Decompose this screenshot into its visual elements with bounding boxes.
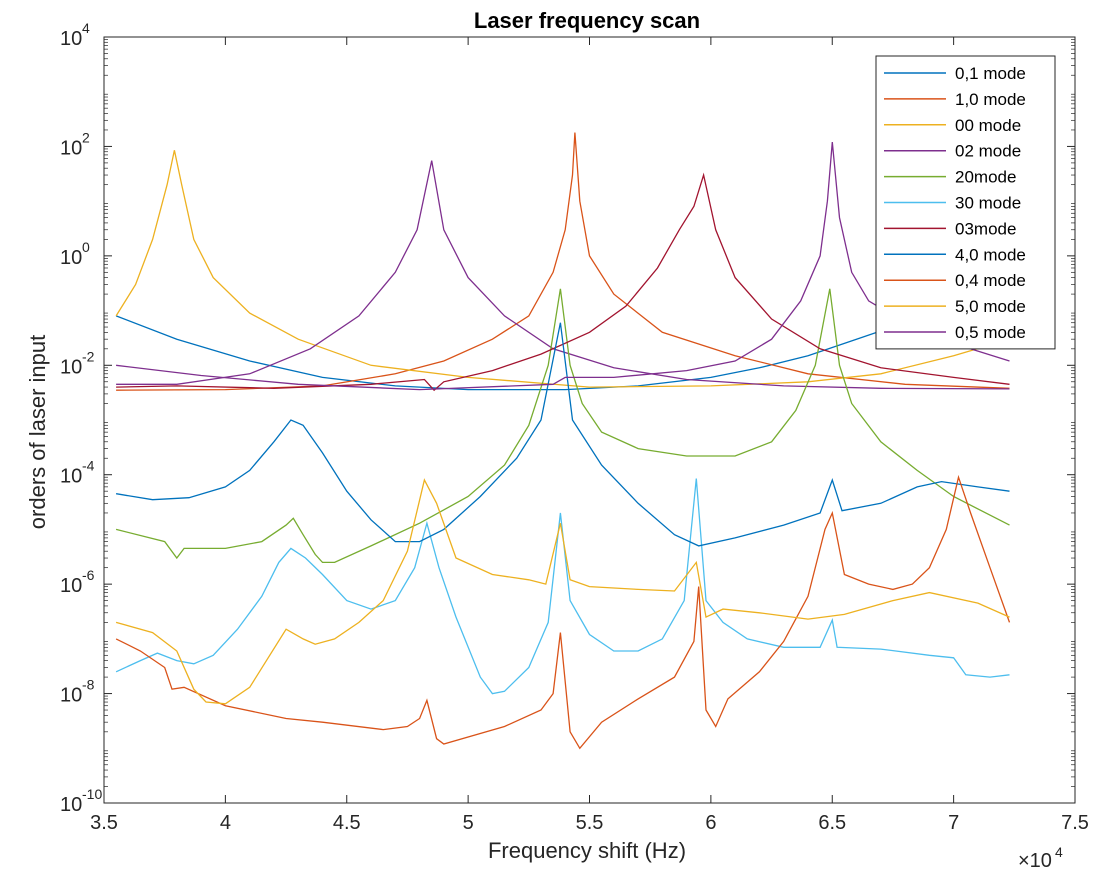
x-axis-multiplier: ×10 4 (1018, 844, 1063, 872)
y-tick-base-2: 10 (60, 575, 82, 597)
legend: 0,1 mode 1,0 mode 00 mode 02 mode 20mode 30 m… (875, 55, 1056, 350)
legend-item-8: 0,4 mode (884, 271, 1026, 290)
y-tick-base-4: 10 (60, 356, 82, 378)
y-tick-label-3: 10 -4 (60, 458, 95, 488)
series-line-10 (116, 142, 1010, 391)
series-line-1 (116, 132, 1010, 391)
series-line-4 (115, 288, 1010, 564)
legend-label-8: 0,4 mode (955, 271, 1026, 290)
legend-label-1: 1,0 mode (955, 90, 1026, 109)
x-axis-label: Frequency shift (Hz) (488, 838, 686, 863)
y-tick-exp-6: 2 (82, 129, 90, 145)
legend-item-1: 1,0 mode (884, 90, 1026, 109)
y-tick-label-1: 10 -8 (60, 677, 95, 707)
y-tick-exp-3: -4 (82, 458, 95, 474)
legend-item-4: 20mode (884, 168, 1016, 187)
y-tick-base-1: 10 (60, 685, 82, 707)
x-tick-label-7: 7 (948, 812, 959, 834)
legend-label-6: 03mode (955, 219, 1016, 238)
y-tick-exp-0: -10 (82, 786, 102, 802)
legend-item-0: 0,1 mode (884, 64, 1026, 83)
legend-item-6: 03mode (884, 219, 1016, 238)
y-tick-base-6: 10 (60, 137, 82, 159)
legend-item-7: 4,0 mode (884, 245, 1026, 264)
y-tick-label-5: 10 0 (60, 239, 90, 269)
series-line-5 (115, 478, 1010, 695)
legend-label-9: 5,0 mode (955, 297, 1026, 316)
legend-label-2: 00 mode (955, 116, 1021, 135)
y-tick-label-7: 10 4 (60, 20, 90, 50)
x-tick-label-2: 4.5 (333, 812, 361, 834)
y-tick-exp-1: -8 (82, 677, 95, 693)
y-tick-base-5: 10 (60, 247, 82, 269)
y-tick-label-4: 10 -2 (60, 348, 95, 378)
x-tick-label-8: 7.5 (1061, 812, 1089, 834)
x-tick-label-6: 6.5 (818, 812, 846, 834)
series-line-7 (115, 322, 1010, 547)
legend-label-10: 0,5 mode (955, 323, 1026, 342)
y-tick-exp-5: 0 (82, 239, 90, 255)
y-axis-label: orders of laser input (25, 335, 50, 529)
ticks-layer: 3.5 4 4.5 5 5.5 6 6.5 7 7.510-1010-810-610-410-2… (60, 20, 1089, 834)
x-tick-label-3: 5 (463, 812, 474, 834)
legend-item-10: 0,5 mode (884, 323, 1026, 342)
legend-item-5: 30 mode (884, 194, 1021, 213)
series-line-9 (115, 478, 1010, 705)
y-tick-exp-4: -2 (82, 348, 95, 364)
chart-title: Laser frequency scan (474, 8, 700, 33)
x-tick-label-1: 4 (220, 812, 231, 834)
x-tick-label-4: 5.5 (576, 812, 604, 834)
x-tick-label-0: 3.5 (90, 812, 118, 834)
y-tick-exp-7: 4 (82, 20, 90, 36)
series-layer (115, 132, 1011, 750)
legend-item-3: 02 mode (884, 142, 1021, 161)
series-line-3 (116, 160, 1010, 390)
legend-item-9: 5,0 mode (884, 297, 1026, 316)
legend-item-2: 00 mode (884, 116, 1021, 135)
x-multiplier-base: ×10 (1018, 850, 1052, 872)
legend-label-4: 20mode (955, 168, 1016, 187)
legend-label-7: 4,0 mode (955, 245, 1026, 264)
y-tick-label-6: 10 2 (60, 129, 90, 159)
y-tick-label-2: 10 -6 (60, 567, 95, 597)
series-line-2 (115, 150, 1010, 388)
y-tick-label-0: 10 -10 (60, 786, 102, 816)
x-tick-label-5: 6 (705, 812, 716, 834)
y-tick-base-0: 10 (60, 794, 82, 816)
series-line-8 (115, 474, 1011, 750)
legend-label-3: 02 mode (955, 142, 1021, 161)
y-tick-base-7: 10 (60, 28, 82, 50)
series-line-6 (116, 172, 1010, 392)
y-tick-exp-2: -6 (82, 567, 95, 583)
legend-label-0: 0,1 mode (955, 64, 1026, 83)
y-tick-base-3: 10 (60, 466, 82, 488)
legend-label-5: 30 mode (955, 194, 1021, 213)
x-multiplier-exponent: 4 (1055, 844, 1063, 860)
